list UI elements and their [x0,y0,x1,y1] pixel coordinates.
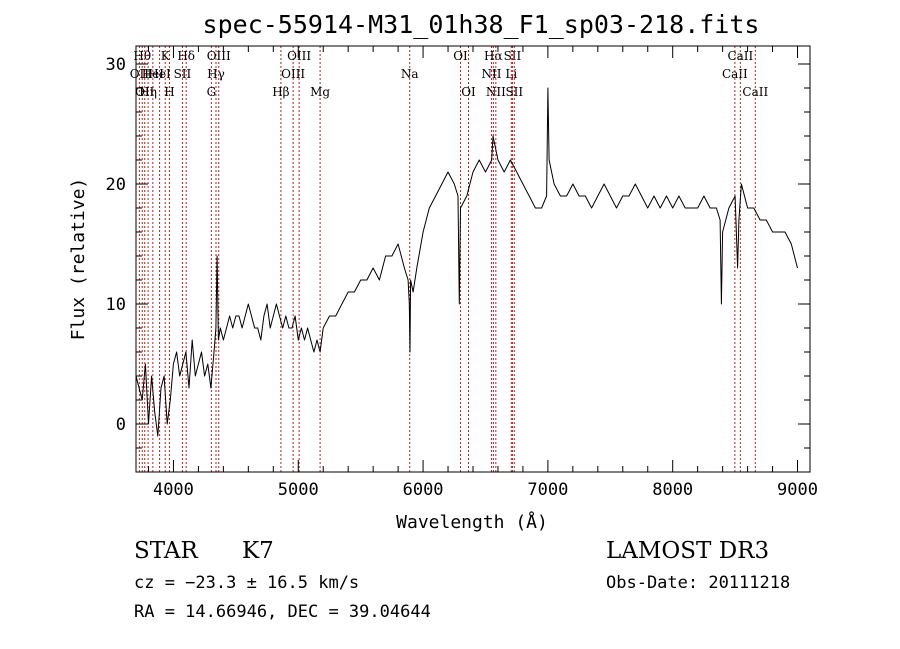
line-marker-label-24: SII [504,49,522,63]
x-axis-label: Wavelength (Å) [396,511,548,533]
line-marker-label-28: CaII [742,85,768,99]
line-marker-label-4: HeI [142,67,165,81]
y-axis-label: Flux (relative) [68,178,89,341]
y-tick-label-1: 10 [106,295,126,315]
line-marker-label-23: Li [505,67,517,81]
x-tick-label-5: 9000 [777,480,818,500]
line-marker-label-14: OIII [281,67,305,81]
redshift-cz: cz = −23.3 ± 16.5 km/s [134,573,360,593]
line-marker-label-22: NII [486,85,506,99]
x-tick-label-4: 8000 [652,480,693,500]
line-marker-label-9: Hδ [177,49,195,63]
line-marker-label-25: SII [505,85,523,99]
y-tick-label-2: 20 [106,175,126,195]
survey-name: LAMOST DR3 [606,538,770,564]
line-marker-label-15: OIII [287,49,311,63]
x-tick-label-2: 6000 [403,480,444,500]
line-marker-label-16: Mg [310,85,330,99]
line-marker-label-26: CaII [722,67,748,81]
line-marker-label-11: Hγ [207,67,225,81]
emission-line-markers: OIIHθOIIHηHeIHeIKHSIIHδGHγOIIIHβOIIIOIII… [130,46,768,472]
plot-frame [135,45,811,473]
line-marker-label-12: OIII [207,49,231,63]
line-marker-label-13: Hβ [272,85,289,99]
axis-ticks: 4000 5000 6000 7000 8000 9000 0 10 20 30 [106,46,818,500]
x-tick-label-3: 7000 [527,480,568,500]
line-marker-label-17: Na [401,67,419,81]
star-class: STAR [134,538,198,564]
x-tick-label-0: 4000 [153,480,194,500]
line-marker-label-6: K [161,49,171,63]
line-marker-label-18: OI [453,49,468,63]
line-marker-label-7: H [164,85,174,99]
line-marker-label-8: SII [174,67,192,81]
x-tick-label-1: 5000 [278,480,319,500]
y-tick-label-0: 0 [116,415,126,435]
line-marker-label-20: NII [481,67,501,81]
y-tick-label-3: 30 [106,55,126,75]
line-marker-label-5: HeI [148,67,171,81]
line-marker-label-19: OI [461,85,476,99]
line-marker-label-27: CaII [727,49,753,63]
line-marker-label-1: Hθ [133,49,151,63]
coordinates: RA = 14.66946, DEC = 39.04644 [134,602,431,622]
chart-title: spec-55914-M31_01h38_F1_sp03-218.fits [203,10,760,39]
line-marker-label-3: Hη [139,85,157,99]
line-marker-label-10: G [207,85,217,99]
line-marker-label-21: Hα [484,49,503,63]
star-subclass: K7 [242,538,274,564]
series-line-0 [135,87,798,437]
observation-date: Obs-Date: 20111218 [606,573,791,593]
spectrum-series [135,87,798,437]
